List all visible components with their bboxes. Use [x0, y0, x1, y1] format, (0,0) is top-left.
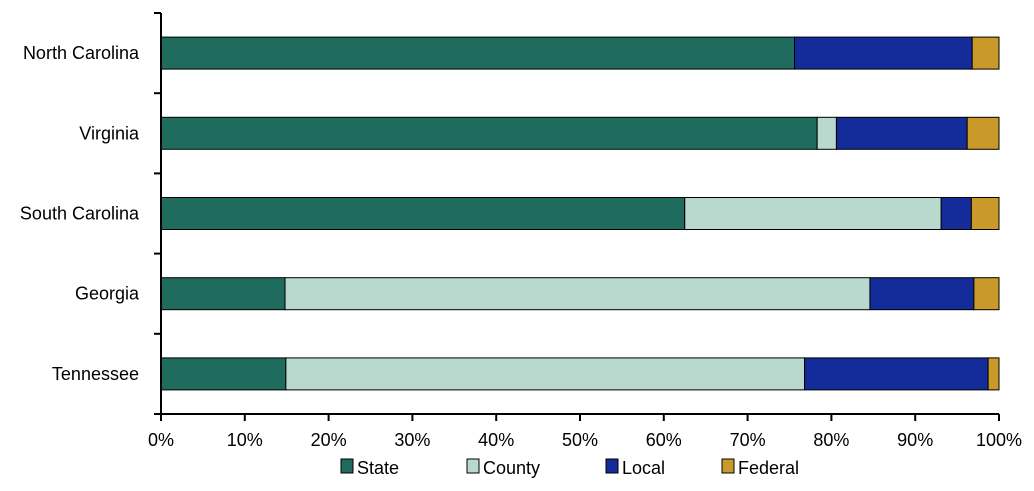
x-tick-label: 10% — [227, 430, 263, 450]
category-label: North Carolina — [23, 43, 140, 63]
legend-swatch — [605, 458, 619, 474]
legend-swatch — [466, 458, 480, 474]
x-tick-label: 60% — [646, 430, 682, 450]
bar-segment — [160, 197, 686, 230]
x-tick-label: 0% — [148, 430, 174, 450]
bar-segment — [816, 116, 837, 150]
legend-label: Local — [622, 458, 665, 478]
labels-layer: North Carolina Virginia South Carolina Geor… — [20, 43, 1022, 450]
legend: State County Local Federal — [340, 458, 799, 478]
category-label: South Carolina — [20, 204, 140, 224]
bar-segment — [869, 277, 975, 311]
bar-segment — [804, 357, 989, 391]
legend-swatch — [340, 458, 354, 474]
category-label: Tennessee — [52, 364, 139, 384]
bar-segment — [285, 357, 806, 391]
bar-segment — [970, 197, 1000, 230]
x-tick-label: 40% — [478, 430, 514, 450]
axes-layer — [154, 12, 1000, 421]
category-label: Virginia — [79, 123, 140, 143]
category-label: Georgia — [75, 284, 140, 304]
x-tick-label: 100% — [976, 430, 1022, 450]
x-tick-label: 50% — [562, 430, 598, 450]
bar-segment — [160, 116, 818, 150]
bar-segment — [940, 197, 972, 230]
bars-layer — [160, 36, 1000, 391]
bar-segment — [160, 36, 796, 70]
bar-segment — [284, 277, 871, 311]
x-tick-label: 30% — [394, 430, 430, 450]
legend-label: County — [483, 458, 540, 478]
bar-segment — [684, 197, 942, 230]
legend-label: State — [357, 458, 399, 478]
bar-segment — [794, 36, 973, 70]
x-tick-label: 80% — [813, 430, 849, 450]
bar-segment — [971, 36, 1000, 70]
legend-label: Federal — [738, 458, 799, 478]
bar-segment — [160, 277, 286, 311]
x-tick-label: 70% — [730, 430, 766, 450]
bar-segment — [987, 357, 1000, 391]
bar-segment — [966, 116, 1000, 150]
bar-segment — [835, 116, 968, 150]
x-tick-label: 20% — [311, 430, 347, 450]
x-tick-label: 90% — [897, 430, 933, 450]
bar-segment — [160, 357, 287, 391]
legend-swatch — [721, 458, 735, 474]
bar-segment — [973, 277, 1000, 311]
